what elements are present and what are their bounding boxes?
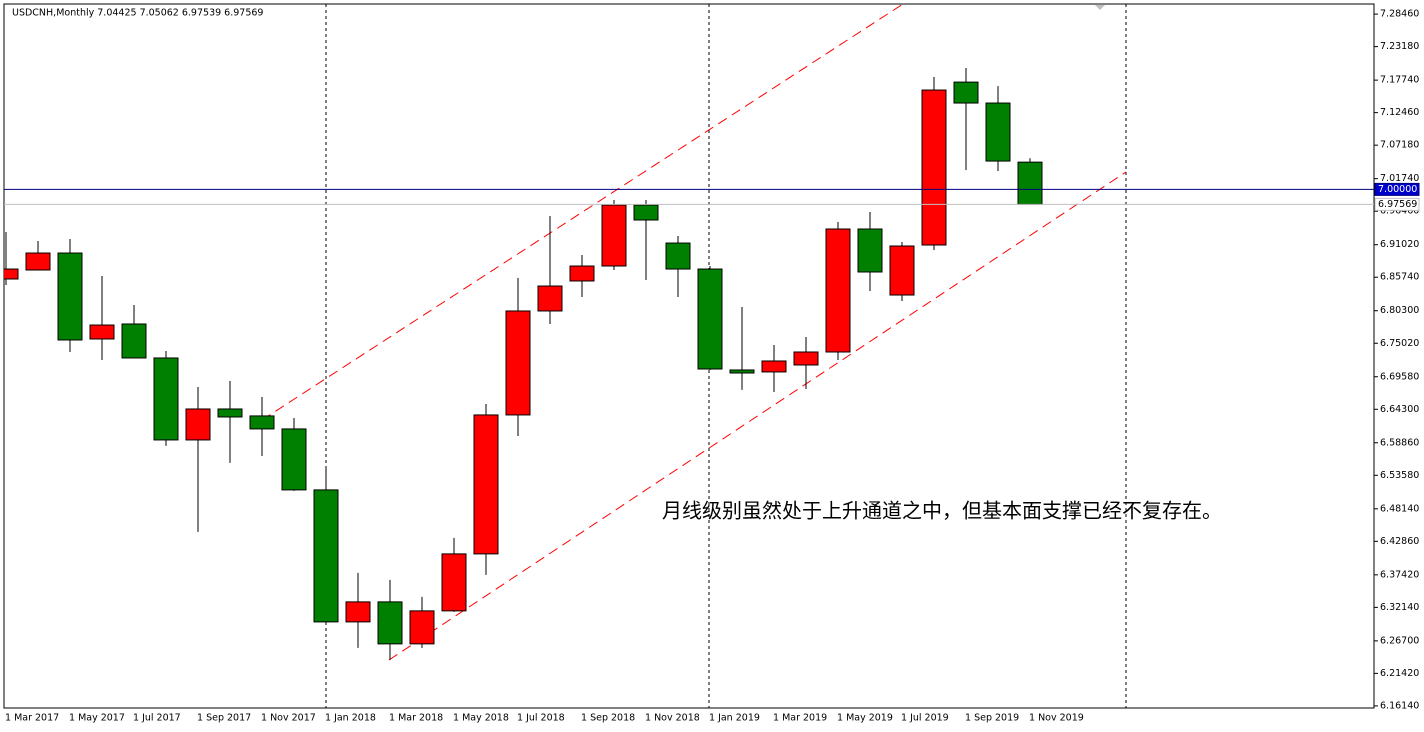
x-tick-label: 1 Nov 2017 [261, 713, 316, 724]
candle-body [537, 285, 563, 312]
candle-body [697, 268, 723, 370]
y-tick-label: 6.75020 [1380, 338, 1419, 349]
candle-body [57, 252, 83, 341]
y-tick-label: 7.12460 [1380, 107, 1419, 118]
y-tick-label: 6.64300 [1380, 404, 1419, 415]
price-label-box [1374, 182, 1420, 196]
y-tick-label: 6.32140 [1380, 602, 1419, 613]
candle-body [281, 428, 307, 491]
candle-body [953, 81, 979, 104]
candle-body [729, 369, 755, 374]
y-tick-label: 7.17740 [1380, 75, 1419, 86]
candle-body [4, 268, 19, 280]
x-tick-label: 1 Nov 2018 [645, 713, 700, 724]
y-tick-label: 6.26700 [1380, 635, 1419, 646]
candle-body [569, 265, 595, 282]
candle-body [441, 553, 467, 612]
y-tick-label: 7.01740 [1380, 173, 1419, 184]
candle-body [985, 102, 1011, 162]
x-tick-label: 1 Sep 2019 [965, 713, 1019, 724]
candle-body [1017, 161, 1043, 205]
candle-body [345, 601, 371, 623]
candle-body [889, 245, 915, 296]
x-tick-label: 1 Jul 2017 [133, 713, 181, 724]
x-tick-label: 1 Sep 2018 [581, 713, 635, 724]
x-tick-label: 1 Sep 2017 [197, 713, 251, 724]
y-tick-label: 6.42860 [1380, 536, 1419, 547]
y-tick-label: 6.58860 [1380, 437, 1419, 448]
y-tick-label: 6.69580 [1380, 371, 1419, 382]
candle-body [409, 610, 435, 645]
x-tick-label: 1 May 2017 [69, 713, 125, 724]
candle-body [89, 324, 115, 340]
channel-lower [388, 171, 1127, 661]
y-tick-label: 6.53580 [1380, 470, 1419, 481]
candles [4, 68, 1043, 660]
x-tick-label: 1 Mar 2018 [389, 713, 443, 724]
candle-body [857, 228, 883, 273]
candle-body [665, 242, 691, 270]
candle-body [921, 89, 947, 246]
x-tick-label: 1 Jul 2018 [517, 713, 565, 724]
y-tick-label: 7.07180 [1380, 140, 1419, 151]
x-tick-label: 1 Jan 2018 [325, 713, 376, 724]
candle-body [249, 415, 275, 430]
candle-body [25, 252, 51, 271]
price-label-box [1374, 197, 1420, 211]
candle-body [601, 204, 627, 267]
x-tick-label: 1 Mar 2017 [5, 713, 59, 724]
y-tick-label: 6.16140 [1380, 700, 1419, 711]
candle-body [761, 360, 787, 373]
annotation: 月线级别虽然处于上升通道之中，但基本面支撑已经不复存在。 [662, 499, 1222, 523]
candle-body [121, 323, 147, 359]
candle-body [473, 414, 499, 555]
y-tick-label: 6.96460 [1380, 206, 1419, 217]
candle-body [153, 357, 179, 441]
y-tick-label: 7.23180 [1380, 41, 1419, 52]
x-tick-label: 1 Jul 2019 [901, 713, 949, 724]
y-tick-label: 6.91020 [1380, 239, 1419, 250]
chart-title: USDCNH,Monthly 7.04425 7.05062 6.97539 6… [12, 8, 263, 19]
candle-body [825, 228, 851, 353]
x-tick-label: 1 Nov 2019 [1029, 713, 1084, 724]
price-label: 7.00000 [1378, 184, 1417, 195]
candle-body [633, 204, 659, 221]
y-tick-label: 6.48140 [1380, 503, 1419, 514]
x-tick-label: 1 Jan 2019 [709, 713, 760, 724]
candle-body [313, 489, 339, 623]
x-tick-label: 1 May 2019 [837, 713, 893, 724]
x-tick-label: 1 May 2018 [453, 713, 509, 724]
price-label: 6.97569 [1378, 199, 1417, 210]
y-tick-label: 6.21420 [1380, 668, 1419, 679]
x-tick-label: 1 Mar 2019 [773, 713, 827, 724]
candle-body [377, 601, 403, 645]
candle-body [185, 408, 211, 441]
candle-body [505, 310, 531, 416]
y-tick-label: 6.80300 [1380, 305, 1419, 316]
y-tick-label: 7.28460 [1380, 9, 1419, 20]
y-tick-label: 6.37420 [1380, 569, 1419, 580]
candle-body [793, 351, 819, 366]
plot-frame [3, 3, 1375, 709]
y-tick-label: 6.85740 [1380, 272, 1419, 283]
shift-marker [1095, 5, 1105, 10]
channel [261, 4, 1127, 661]
candle-body [217, 408, 243, 418]
